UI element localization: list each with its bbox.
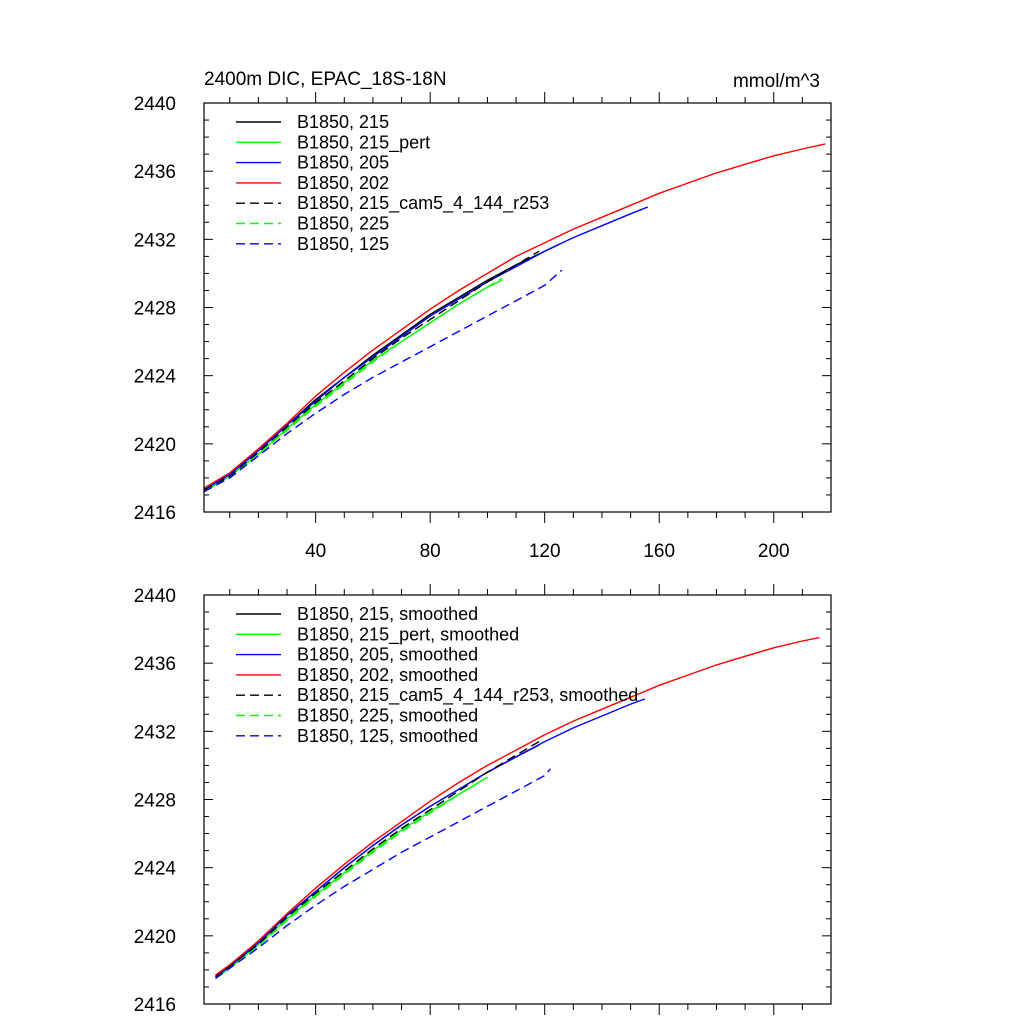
- chart-panel-top: 2416 2420 2424 2428 2432 2436 2440 40 80 120 160 20…: [134, 69, 832, 562]
- x-tick-label: 200: [758, 541, 790, 562]
- chart-panel-bottom: 2416 2420 2424 2428 2432 2436 2440 B1850, 215, …: [134, 584, 832, 1016]
- series-line-3: [203, 143, 826, 489]
- x-tick-label: 160: [643, 541, 675, 562]
- y-tick-label: 2424: [134, 367, 177, 388]
- x-tick-label: 40: [305, 541, 326, 562]
- legend-label: B1850, 215_cam5_4_144_r253, smoothed: [297, 685, 638, 706]
- series-line-3: [215, 636, 820, 976]
- y-tick-label: 2428: [134, 299, 176, 320]
- legend-label: B1850, 202: [297, 173, 389, 193]
- legend-label: B1850, 215_cam5_4_144_r253: [297, 193, 549, 214]
- legend-label: B1850, 205, smoothed: [297, 645, 478, 665]
- legend-label: B1850, 125: [297, 234, 389, 254]
- legend-label: B1850, 205: [297, 153, 389, 173]
- x-tick-label: 80: [420, 541, 441, 562]
- legend-label: B1850, 225, smoothed: [297, 706, 478, 726]
- y-tick-label: 2436: [134, 654, 176, 675]
- legend-label: B1850, 215, smoothed: [297, 604, 478, 624]
- units-label: mmol/m^3: [733, 71, 820, 92]
- y-tick-label: 2432: [134, 230, 176, 251]
- y-tick-label: 2416: [134, 503, 176, 524]
- y-tick-label: 2416: [134, 995, 176, 1016]
- y-tick-label: 2440: [134, 586, 176, 607]
- y-tick-label: 2420: [134, 927, 176, 948]
- y-tick-label: 2436: [134, 162, 176, 183]
- legend-label: B1850, 215_pert, smoothed: [297, 624, 519, 645]
- y-tick-label: 2428: [134, 791, 176, 812]
- legend-label: B1850, 125, smoothed: [297, 726, 478, 746]
- series-line-5: [203, 277, 503, 493]
- y-tick-label: 2420: [134, 435, 176, 456]
- legend-label: B1850, 225: [297, 214, 389, 234]
- series-line-1: [215, 776, 488, 979]
- chart-title: 2400m DIC, EPAC_18S-18N: [204, 69, 447, 90]
- series-line-4: [203, 250, 540, 491]
- y-tick-label: 2424: [134, 859, 177, 880]
- series-line-5: [215, 776, 488, 979]
- series-line-2: [215, 698, 646, 978]
- x-tick-label: 120: [529, 541, 561, 562]
- series-line-2: [203, 206, 649, 491]
- series-line-6: [215, 768, 551, 979]
- y-tick-label: 2440: [134, 94, 176, 115]
- legend-label: B1850, 202, smoothed: [297, 665, 478, 685]
- legend-label: B1850, 215_pert: [297, 132, 430, 153]
- series-line-4: [215, 740, 540, 978]
- legend-label: B1850, 215: [297, 112, 389, 132]
- y-tick-label: 2432: [134, 722, 176, 743]
- series-line-6: [203, 269, 563, 493]
